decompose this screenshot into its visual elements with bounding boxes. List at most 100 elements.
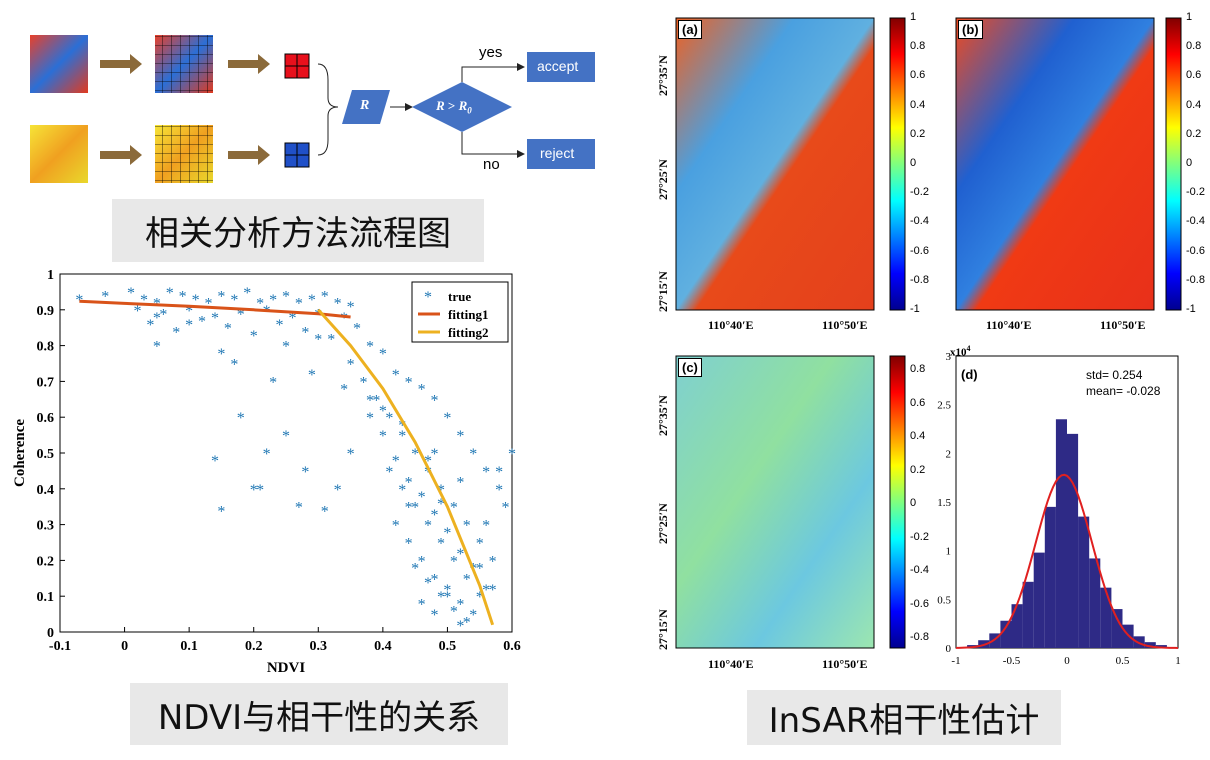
scatter-chart: -0.1 0 0.1 0.2 0.3 0.4 0.5 0.6 0 0.1 0.2 0.3 0.4 0.5 0… [0, 262, 530, 682]
data-point: * [456, 475, 464, 492]
data-point: * [418, 596, 426, 613]
data-point: * [411, 446, 419, 463]
data-point: * [469, 607, 477, 624]
scatter-caption: NDVI与相干性的关系 [130, 683, 508, 745]
data-point: * [431, 507, 439, 524]
data-point: * [347, 357, 355, 374]
y-tick-label: 0.5 [37, 447, 55, 462]
data-point: * [334, 296, 342, 313]
condition-rhs: R [458, 98, 468, 113]
colorbar-tick-label: -0.6 [910, 597, 929, 610]
flow-arrow [100, 145, 142, 165]
hist-y-tick-label: 3 [946, 351, 952, 363]
data-point: * [217, 346, 225, 363]
data-point: * [366, 339, 374, 356]
data-point: * [198, 314, 206, 331]
histogram-bars [955, 419, 1179, 649]
r-parallelogram [342, 90, 390, 124]
y-tick-label: 1 [47, 268, 54, 283]
data-point: * [508, 446, 516, 463]
lon-label: 110°50′E [1100, 318, 1146, 332]
data-point: * [211, 310, 219, 327]
y-tick-label: 0.4 [37, 483, 55, 498]
data-point: * [437, 589, 445, 606]
data-point: * [172, 324, 180, 341]
colorbar-tick-label: -0.2 [910, 530, 929, 543]
x-tick-label: 0.1 [180, 639, 198, 654]
histogram-bar [1011, 604, 1023, 648]
flowchart-caption: 相关分析方法流程图 [112, 199, 484, 262]
data-point: * [295, 500, 303, 517]
data-point: * [456, 596, 464, 613]
lat-label: 27°15′N [656, 271, 670, 312]
colorbar-b [1165, 17, 1182, 311]
histogram-bar [1044, 506, 1056, 648]
no-branch-line [461, 132, 525, 158]
reject-box [527, 139, 595, 169]
data-point: * [301, 464, 309, 481]
data-point: * [327, 331, 335, 348]
condition-lhs: R [436, 98, 445, 113]
data-point: * [456, 428, 464, 445]
colorbar-tick-label: 0.8 [1186, 40, 1202, 53]
colorbar-tick-label: 1 [910, 11, 917, 23]
data-point: * [230, 357, 238, 374]
legend-label: fitting1 [448, 307, 488, 322]
data-point: * [418, 553, 426, 570]
histogram-bar [1067, 433, 1079, 648]
data-point: * [366, 410, 374, 427]
data-point: * [450, 604, 458, 621]
data-point: * [192, 292, 200, 309]
y-tick-label: 0.1 [37, 590, 55, 605]
data-point: * [405, 475, 413, 492]
condition-sub: 0 [467, 105, 472, 116]
data-point: * [450, 500, 458, 517]
hist-multiplier-base: x10 [950, 346, 967, 359]
map-b [955, 17, 1155, 311]
data-point: * [340, 310, 348, 327]
hist-std-label: std= 0.254 [1086, 368, 1143, 382]
lon-label: 110°40′E [708, 318, 754, 332]
data-point: * [308, 292, 316, 309]
yes-branch-line [461, 63, 525, 82]
data-point: * [463, 614, 471, 631]
data-point: * [185, 317, 193, 334]
yes-label: yes [479, 44, 503, 61]
data-point: * [392, 518, 400, 535]
data-point: * [334, 482, 342, 499]
data-point: * [211, 453, 219, 470]
data-point: * [353, 321, 361, 338]
y-tick-label: 0 [47, 626, 54, 641]
data-point: * [217, 288, 225, 305]
hist-y-tick-label: 0.5 [937, 594, 951, 606]
data-point: * [482, 518, 490, 535]
lat-label: 27°25′N [656, 159, 670, 200]
data-point: * [463, 571, 471, 588]
insar-maps: -1 -0.5 0 0.5 1 0 0.5 1 1.5 2 2.5 3 (a) (b) (c) (d)… [640, 0, 1210, 690]
decision-diamond [412, 82, 512, 132]
colorbar-tick-label: 0.4 [1186, 98, 1202, 111]
data-point: * [282, 339, 290, 356]
data-point: * [443, 589, 451, 606]
data-point: * [159, 306, 167, 323]
data-point: * [392, 453, 400, 470]
colorbar-c [889, 355, 906, 649]
x-axis-label: NDVI [267, 660, 305, 676]
lon-label: 110°40′E [986, 318, 1032, 332]
colorbar-tick-label: 0.2 [1186, 127, 1202, 140]
data-point: * [431, 607, 439, 624]
hist-mean-label: mean= -0.028 [1086, 384, 1161, 398]
data-point: * [398, 428, 406, 445]
data-point: * [146, 317, 154, 334]
data-point: * [75, 292, 83, 309]
data-point: * [476, 536, 484, 553]
legend-label: true [448, 289, 471, 304]
colorbar-tick-label: -1 [910, 303, 920, 315]
colorbar-tick-label: 0.6 [1186, 69, 1202, 82]
histogram-axis: -1 -0.5 0 0.5 1 0 0.5 1 1.5 2 2.5 3 [937, 351, 1181, 667]
data-point: * [495, 464, 503, 481]
colorbar-tick-label: 0.2 [910, 463, 926, 476]
data-point: * [431, 571, 439, 588]
colorbar-tick-label: -0.6 [1186, 244, 1205, 257]
x-tick-label: -0.1 [49, 639, 71, 654]
